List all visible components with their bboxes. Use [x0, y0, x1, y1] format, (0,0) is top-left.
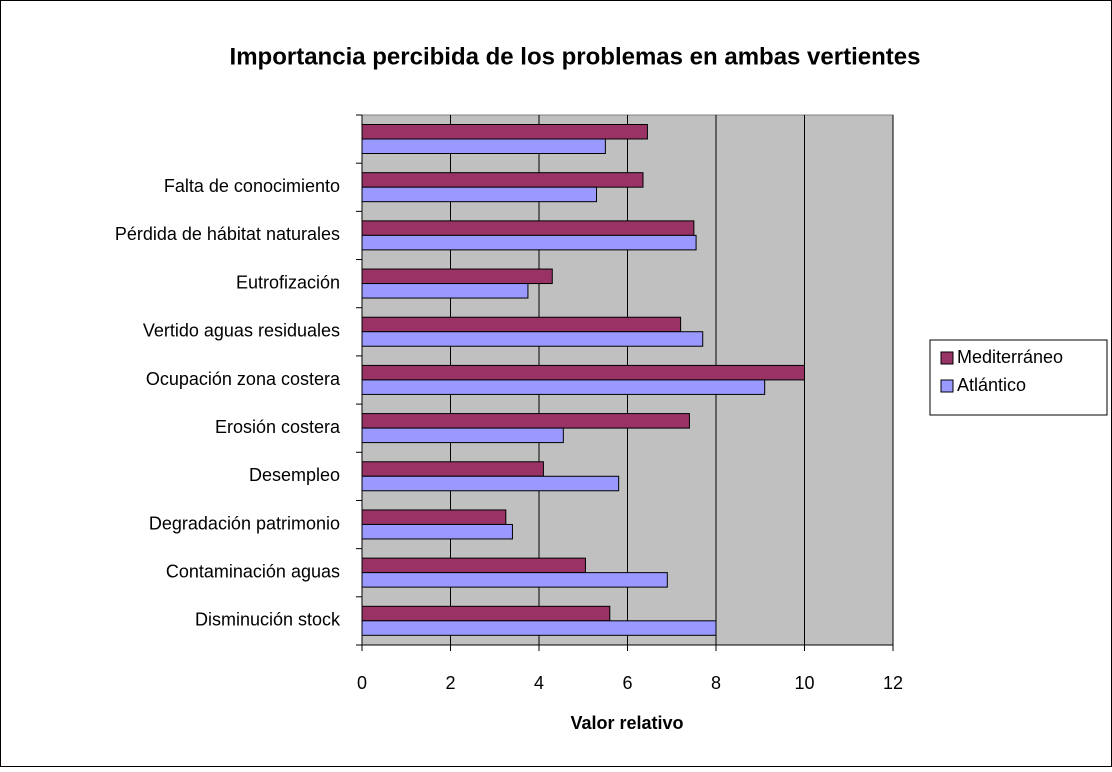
y-tick-label: Contaminación aguas: [166, 561, 340, 581]
y-tick-label: Disminución stock: [195, 610, 341, 630]
legend-label: Atlántico: [957, 375, 1026, 395]
y-tick-label: Desempleo: [249, 465, 340, 485]
bar: [361, 331, 704, 347]
bar: [361, 620, 717, 636]
y-tick-label: Pérdida de hábitat naturales: [115, 224, 340, 244]
y-tick-label: Degradación patrimonio: [149, 513, 340, 533]
x-tick-label: 6: [622, 673, 632, 693]
x-tick-label: 8: [711, 673, 721, 693]
bar: [361, 379, 766, 395]
legend-swatch: [940, 351, 954, 365]
bar: [361, 283, 529, 299]
y-tick-label: Eutrofización: [236, 272, 340, 292]
bar: [361, 557, 586, 574]
bar: [361, 220, 695, 236]
x-tick-label: 2: [445, 673, 455, 693]
x-tick-label: 12: [883, 673, 903, 693]
bar: [361, 605, 611, 622]
bar: [361, 427, 564, 444]
y-tick-label: Falta de conocimiento: [164, 176, 340, 196]
bar: [361, 413, 690, 429]
bar: [361, 509, 507, 525]
x-tick-label: 4: [534, 673, 544, 693]
y-tick-label: Ocupación zona costera: [146, 369, 341, 389]
legend-box: [929, 339, 1108, 416]
x-tick-label: 0: [357, 673, 367, 693]
bar: [361, 268, 553, 285]
bar: [361, 461, 544, 477]
x-tick-label: 10: [794, 673, 814, 693]
y-tick-label: Vertido aguas residuales: [143, 321, 340, 341]
legend-swatch: [940, 379, 954, 393]
chart-title: Importancia percibida de los problemas e…: [230, 43, 921, 70]
bar: [361, 172, 644, 188]
bar: [361, 138, 606, 154]
bar: [361, 316, 682, 333]
legend-label: Mediterráneo: [957, 347, 1063, 367]
bar: [361, 364, 805, 381]
bar: [361, 572, 668, 588]
x-axis-label: Valor relativo: [570, 713, 683, 733]
bar: [361, 475, 620, 492]
bar: [361, 124, 648, 140]
bar: [361, 523, 513, 540]
bar: [361, 186, 598, 203]
bar: [361, 234, 697, 251]
y-tick-label: Erosión costera: [215, 417, 341, 437]
